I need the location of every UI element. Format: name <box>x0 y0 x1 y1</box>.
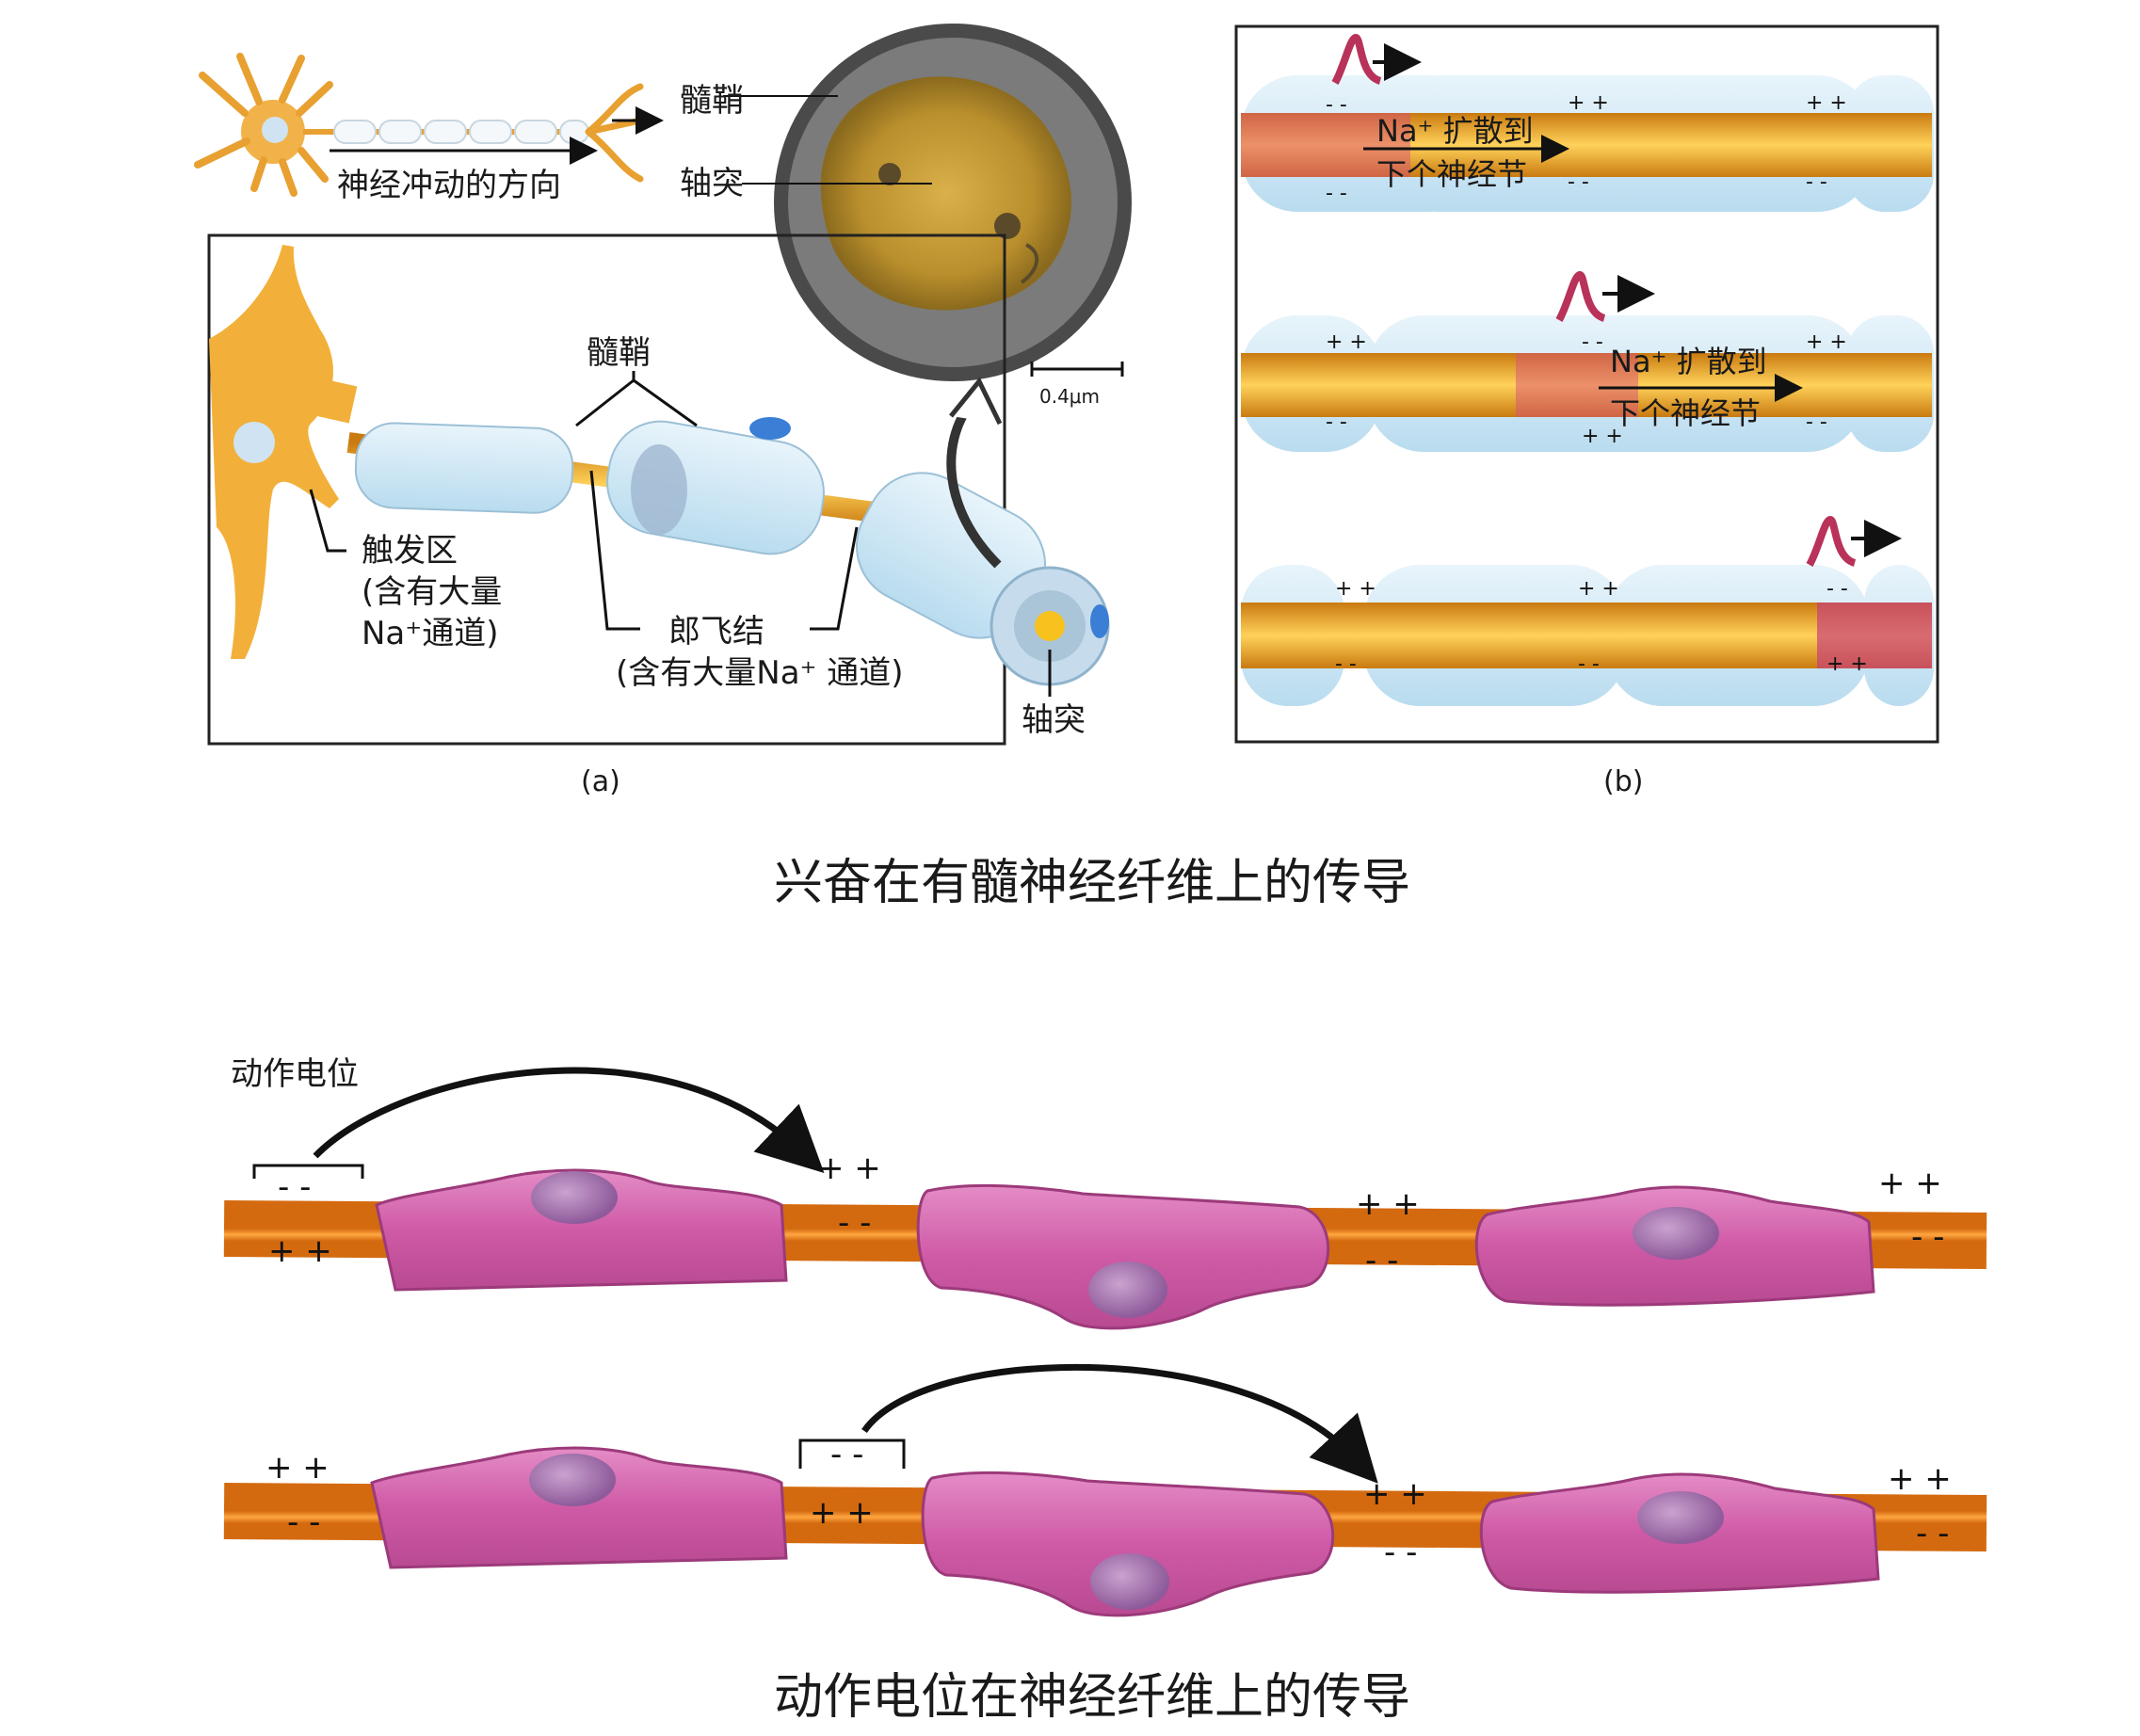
svg-text:+ +: + + <box>1326 330 1367 354</box>
bottom-row-1: - - + + + + - - + + - - + + - - <box>223 1067 1987 1330</box>
row2-text1: Na⁺ 扩散到 <box>1610 344 1767 379</box>
svg-text:- -: - - <box>1826 577 1848 601</box>
label-myelin: 髓鞘 <box>587 334 651 372</box>
axon-cross-section <box>774 24 1132 381</box>
small-neuron-illustration <box>194 53 664 197</box>
label-node: 郎飞结 <box>668 613 764 651</box>
label-direction: 神经冲动的方向 <box>337 167 561 204</box>
myelin-segments <box>354 417 1110 686</box>
svg-text:+ +: + + <box>1363 1475 1427 1513</box>
panel-b-row-2: Na⁺ 扩散到 下个神经节 <box>1241 270 1934 452</box>
label-axon-top: 轴突 <box>680 165 744 202</box>
svg-text:+ +: + + <box>1582 425 1623 448</box>
svg-text:+ +: + + <box>1878 1165 1942 1202</box>
row1-text2: 下个神经节 <box>1376 156 1527 192</box>
svg-text:+ +: + + <box>1806 91 1847 115</box>
svg-text:- -: - - <box>1582 330 1603 354</box>
svg-text:+ +: + + <box>1806 330 1847 354</box>
svg-text:+ +: + + <box>1888 1460 1952 1498</box>
svg-text:+ +: + + <box>1356 1185 1420 1223</box>
label-action-potential: 动作电位 <box>231 1055 359 1093</box>
label-trigger-zone: 触发区 <box>362 532 458 570</box>
title-top: 兴奋在有髓神经纤维上的传导 <box>774 855 1410 911</box>
label-axon-bottom: 轴突 <box>1022 701 1086 739</box>
label-trigger-note1: (含有大量 <box>362 573 502 611</box>
svg-text:- -: - - <box>1578 652 1600 676</box>
svg-text:- -: - - <box>1384 1534 1417 1571</box>
svg-text:- -: - - <box>1916 1515 1949 1552</box>
panel-b-row-3 <box>1241 515 1934 706</box>
svg-text:- -: - - <box>287 1503 320 1541</box>
label-node-note: (含有大量Na⁺ 通道) <box>616 654 904 692</box>
bottom-row-2: + + - - - - + + + + - - + + - - <box>223 1363 1987 1617</box>
svg-text:- -: - - <box>1326 410 1347 434</box>
panel-a: 神经冲动的方向 髓鞘 轴突 0.4μm <box>194 24 1132 798</box>
neuron-body <box>209 245 358 659</box>
svg-text:+ +: + + <box>265 1449 330 1487</box>
row1-text1: Na⁺ 扩散到 <box>1376 113 1534 149</box>
svg-text:+ +: + + <box>1578 577 1619 601</box>
caption-b: (b) <box>1603 765 1643 798</box>
svg-text:+ +: + + <box>268 1232 332 1270</box>
caption-a: (a) <box>581 765 620 798</box>
panel-b: Na⁺ 扩散到 下个神经节 Na⁺ 扩散到 下个神经节 <box>1234 24 1939 798</box>
svg-text:- -: - - <box>838 1204 871 1242</box>
svg-text:- -: - - <box>1806 410 1827 434</box>
svg-text:+ +: + + <box>1335 577 1376 601</box>
row2-text2: 下个神经节 <box>1610 395 1761 431</box>
title-bottom: 动作电位在神经纤维上的传导 <box>774 1669 1410 1726</box>
panel-b-row-1: Na⁺ 扩散到 下个神经节 <box>1241 33 1934 212</box>
svg-text:- -: - - <box>1335 652 1357 676</box>
panel-b-charges: - - + + + + - -- -- - + + - - + + - -+ +- - … <box>1326 91 1868 676</box>
bottom-diagram: 动作电位 - - + + + + - - + + - - + + - - <box>223 1055 1987 1726</box>
svg-text:- -: - - <box>1365 1242 1398 1279</box>
svg-text:+ +: + + <box>810 1494 874 1532</box>
svg-text:- -: - - <box>1568 170 1589 194</box>
svg-text:- -: - - <box>278 1168 311 1206</box>
svg-text:+ +: + + <box>1568 91 1609 115</box>
label-trigger-note2: Na⁺通道) <box>362 615 498 652</box>
svg-text:- -: - - <box>1806 170 1827 194</box>
svg-text:+ +: + + <box>817 1149 881 1187</box>
svg-text:- -: - - <box>1326 93 1347 117</box>
panel-a-frame <box>207 233 1006 746</box>
svg-text:- -: - - <box>1911 1218 1944 1256</box>
label-scale: 0.4μm <box>1039 385 1100 408</box>
svg-text:+ +: + + <box>1826 652 1868 676</box>
svg-text:- -: - - <box>1326 182 1347 205</box>
svg-text:- -: - - <box>830 1436 863 1473</box>
label-myelin-top: 髓鞘 <box>680 82 744 120</box>
